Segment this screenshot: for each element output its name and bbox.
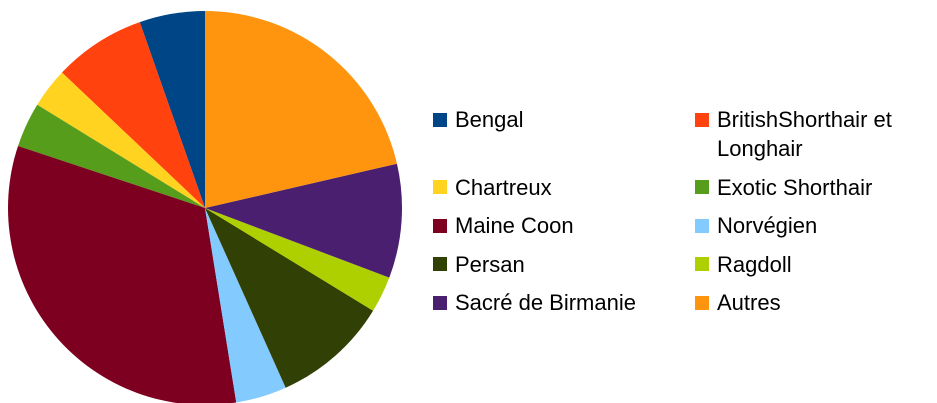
legend-label: Exotic Shorthair [717,174,873,200]
legend-item: Persan [433,250,695,279]
legend-item: Exotic Shorthair [695,173,913,202]
pie-slice [8,145,237,403]
pie-slice [37,72,205,208]
legend-item: Autres [695,288,913,317]
legend-swatch [433,180,447,194]
legend-swatch [695,257,709,271]
legend-label: Sacré de Birmanie [455,290,636,315]
pie-slice [205,11,397,208]
legend-label: Persan [455,251,525,277]
legend-label: BritishShorthair et Longhair [717,107,892,161]
pie-slice [61,22,206,208]
pie-slice [139,11,205,208]
legend-item: BritishShorthair et Longhair [695,105,913,163]
legend-item: Maine Coon [433,211,695,240]
legend: Bengal BritishShorthair et Longhair Chartr… [433,105,913,317]
legend-label: Chartreux [455,174,552,200]
legend-swatch [695,295,709,310]
legend-item: Chartreux [433,173,695,202]
pie-slice [205,208,286,403]
legend-item: Bengal [433,105,695,163]
legend-label: Norvégien [717,213,818,238]
pie-slice [205,163,402,278]
legend-swatch [695,218,709,233]
legend-label: Autres [717,290,781,315]
legend-label: Maine Coon [455,213,574,238]
legend-label: Ragdoll [717,251,792,277]
pie-slice [205,208,390,311]
legend-swatch [433,218,447,233]
legend-label: Bengal [455,107,524,132]
legend-swatch [695,112,709,127]
legend-item: Sacré de Birmanie [433,288,695,317]
pie-slice [18,104,205,208]
pie-slice [205,208,374,388]
legend-item: Norvégien [695,211,913,240]
legend-swatch [695,180,709,194]
legend-swatch [433,295,447,310]
legend-swatch [433,112,447,127]
legend-swatch [433,257,447,271]
legend-item: Ragdoll [695,250,913,279]
